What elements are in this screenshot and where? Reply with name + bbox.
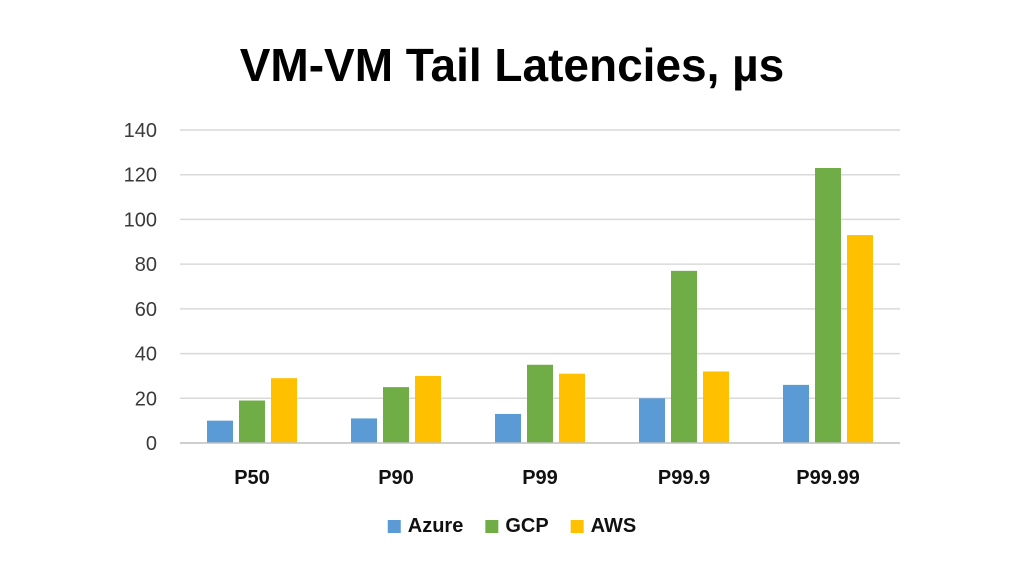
y-tick-label: 120 — [124, 165, 157, 187]
x-category-label: P90 — [378, 467, 414, 489]
bar-aws-p99-9 — [703, 371, 729, 443]
legend-swatch — [387, 520, 401, 533]
x-category-label: P50 — [234, 467, 270, 489]
legend-label: AWS — [591, 515, 637, 537]
x-category-label: P99.9 — [658, 467, 710, 489]
y-tick-label: 60 — [135, 299, 157, 321]
bar-aws-p50 — [271, 378, 297, 443]
y-tick-label: 0 — [146, 433, 157, 455]
bar-azure-p90 — [351, 418, 377, 443]
bar-aws-p90 — [415, 375, 441, 443]
y-tick-label: 20 — [135, 388, 157, 410]
gridlines — [180, 129, 900, 400]
bar-gcp-p50 — [239, 400, 265, 443]
x-category-label: P99.99 — [796, 467, 859, 489]
bar-azure-p99-9 — [639, 398, 665, 443]
chart-title: VM-VM Tail Latencies, µs — [239, 39, 785, 91]
legend-item-aws: AWS — [570, 515, 637, 537]
legend-swatch — [485, 520, 499, 533]
bar-gcp-p99 — [527, 364, 553, 443]
bar-gcp-p90 — [383, 387, 409, 443]
bar-azure-p50 — [207, 420, 233, 443]
bar-azure-p99 — [495, 413, 521, 443]
legend-swatch — [570, 520, 584, 533]
x-axis-categories: P50 P90 P99 P99.9 P99.99 — [234, 467, 859, 489]
legend-label: GCP — [505, 515, 548, 537]
bar-gcp-p99-99 — [815, 168, 841, 443]
y-tick-label: 80 — [135, 254, 157, 276]
bar-gcp-p99-9 — [671, 270, 697, 443]
legend-item-azure: Azure — [387, 515, 464, 537]
legend-item-gcp: GCP — [485, 515, 549, 537]
y-axis-ticks: 0 20 40 60 80 100 120 140 — [124, 120, 157, 455]
bar-aws-p99 — [559, 373, 585, 443]
y-tick-label: 100 — [124, 209, 157, 231]
y-tick-label: 40 — [135, 344, 157, 366]
bars — [207, 168, 873, 443]
bar-aws-p99-99 — [847, 235, 873, 443]
legend: Azure GCP AWS — [387, 515, 637, 537]
legend-label: Azure — [408, 515, 464, 537]
y-tick-label: 140 — [124, 120, 157, 142]
bar-azure-p99-99 — [783, 384, 809, 443]
x-category-label: P99 — [522, 467, 558, 489]
